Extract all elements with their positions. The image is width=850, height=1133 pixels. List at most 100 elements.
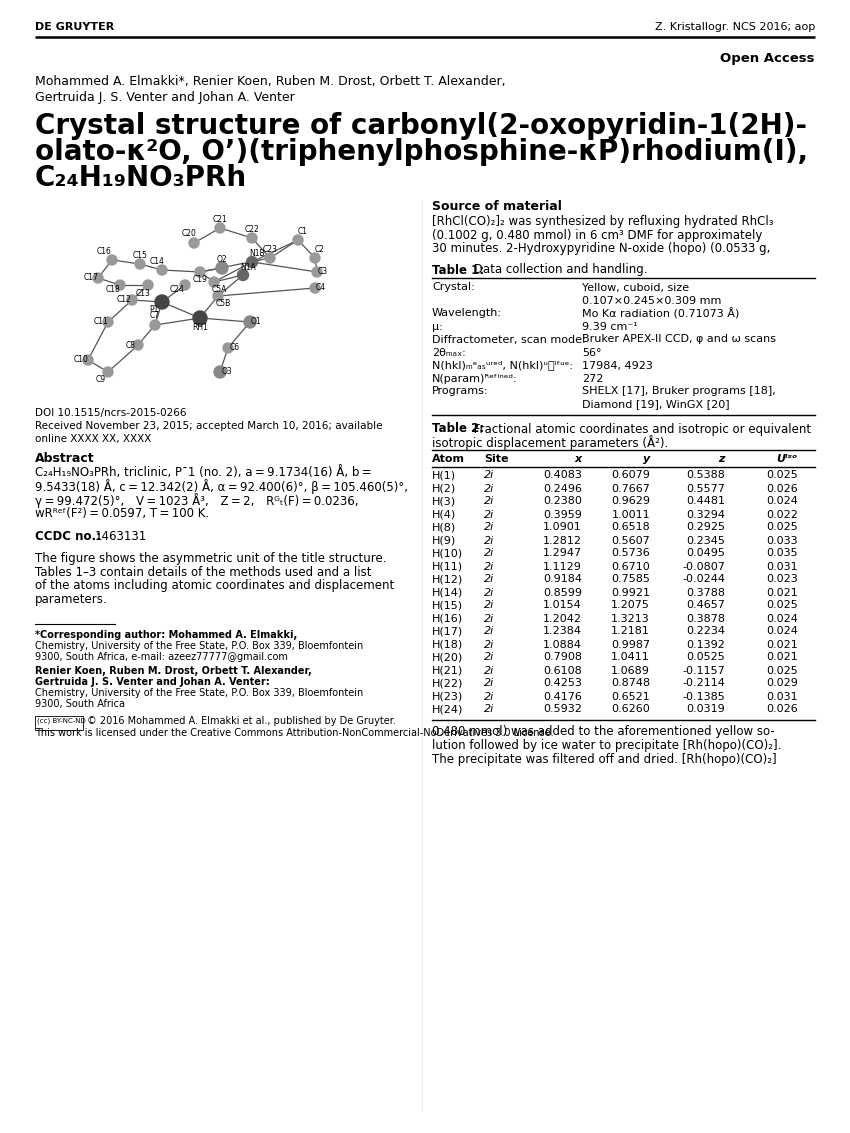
Text: Gertruida J. S. Venter and Johan A. Venter: Gertruida J. S. Venter and Johan A. Vent… xyxy=(35,91,295,104)
Text: Source of material: Source of material xyxy=(432,201,562,213)
Text: 0.3878: 0.3878 xyxy=(686,613,725,623)
Text: Programs:: Programs: xyxy=(432,386,489,397)
Text: 0.6079: 0.6079 xyxy=(611,470,650,480)
Text: 0.025: 0.025 xyxy=(766,522,798,533)
Circle shape xyxy=(195,267,205,276)
Text: C1: C1 xyxy=(298,228,308,237)
Text: 0.026: 0.026 xyxy=(766,484,798,494)
Text: 0.021: 0.021 xyxy=(766,639,798,649)
Text: C19: C19 xyxy=(193,275,207,284)
Text: 0.2380: 0.2380 xyxy=(543,496,582,506)
Text: 1.2075: 1.2075 xyxy=(611,600,650,611)
Text: Abstract: Abstract xyxy=(35,452,94,465)
Text: Yellow, cuboid, size: Yellow, cuboid, size xyxy=(582,282,689,292)
Text: The precipitate was filtered off and dried. [Rh(hopo)(CO)₂]: The precipitate was filtered off and dri… xyxy=(432,752,777,766)
Text: C23: C23 xyxy=(263,245,277,254)
Text: 0.9987: 0.9987 xyxy=(611,639,650,649)
Circle shape xyxy=(216,262,228,274)
Text: RH1: RH1 xyxy=(192,323,208,332)
Text: C24: C24 xyxy=(169,286,184,295)
Text: N(hkl)ₘᵉₐₛᵘʳᵉᵈ, N(hkl)ᵘ₏ᴵᶠᵘᵉ:: N(hkl)ₘᵉₐₛᵘʳᵉᵈ, N(hkl)ᵘ₏ᴵᶠᵘᵉ: xyxy=(432,360,573,370)
Text: Gertruida J. S. Venter and Johan A. Venter:: Gertruida J. S. Venter and Johan A. Vent… xyxy=(35,678,269,687)
Text: 0.4083: 0.4083 xyxy=(543,470,582,480)
Text: 0.2925: 0.2925 xyxy=(686,522,725,533)
Text: C10: C10 xyxy=(74,356,88,365)
Circle shape xyxy=(150,320,160,330)
Circle shape xyxy=(103,367,113,377)
Text: C3: C3 xyxy=(318,267,328,276)
Text: O2: O2 xyxy=(217,255,227,264)
Text: 2i: 2i xyxy=(484,600,494,611)
Circle shape xyxy=(107,255,117,265)
Text: 0.021: 0.021 xyxy=(766,588,798,597)
Text: wRᴿᵉᶠ(F²) = 0.0597, T = 100 K.: wRᴿᵉᶠ(F²) = 0.0597, T = 100 K. xyxy=(35,506,209,520)
Text: γ = 99.472(5)°, V = 1023 Å³, Z = 2, Rᴳₜ(F) = 0.0236,: γ = 99.472(5)°, V = 1023 Å³, Z = 2, Rᴳₜ(… xyxy=(35,493,359,508)
Text: 0.8748: 0.8748 xyxy=(611,679,650,689)
Text: C₂₄H₁₉NO₃PRh: C₂₄H₁₉NO₃PRh xyxy=(35,164,247,191)
Text: 2i: 2i xyxy=(484,639,494,649)
Circle shape xyxy=(135,259,145,269)
Text: 2i: 2i xyxy=(484,705,494,715)
Circle shape xyxy=(215,223,225,233)
Text: 0.029: 0.029 xyxy=(766,679,798,689)
Text: C20: C20 xyxy=(182,230,196,239)
Text: 2i: 2i xyxy=(484,588,494,597)
Text: μ:: μ: xyxy=(432,322,443,332)
Text: H(16): H(16) xyxy=(432,613,463,623)
Circle shape xyxy=(214,366,226,378)
Text: 2i: 2i xyxy=(484,653,494,663)
Text: 0.3959: 0.3959 xyxy=(543,510,582,520)
Text: P1: P1 xyxy=(150,306,159,315)
Text: 0.025: 0.025 xyxy=(766,470,798,480)
Text: H(23): H(23) xyxy=(432,691,463,701)
Circle shape xyxy=(265,253,275,263)
Text: Renier Koen, Ruben M. Drost, Orbett T. Alexander,: Renier Koen, Ruben M. Drost, Orbett T. A… xyxy=(35,666,312,676)
Text: 0.6518: 0.6518 xyxy=(611,522,650,533)
Text: 1.0154: 1.0154 xyxy=(543,600,582,611)
Text: 2i: 2i xyxy=(484,679,494,689)
Text: 2θₘₐₓ:: 2θₘₐₓ: xyxy=(432,348,466,358)
Circle shape xyxy=(223,343,233,353)
Text: H(21): H(21) xyxy=(432,665,463,675)
Text: 0.4253: 0.4253 xyxy=(543,679,582,689)
Text: 0.3788: 0.3788 xyxy=(686,588,725,597)
Text: H(24): H(24) xyxy=(432,705,463,715)
Text: C14: C14 xyxy=(150,256,164,265)
Text: C₂₄H₁₉NO₃PRh, triclinic, P¯1 (no. 2), a = 9.1734(16) Å, b =: C₂₄H₁₉NO₃PRh, triclinic, P¯1 (no. 2), a … xyxy=(35,466,371,479)
Circle shape xyxy=(155,295,169,309)
Text: 0.7585: 0.7585 xyxy=(611,574,650,585)
Text: 1.0411: 1.0411 xyxy=(611,653,650,663)
Circle shape xyxy=(133,340,143,350)
Text: 0.035: 0.035 xyxy=(767,548,798,559)
Text: 0.025: 0.025 xyxy=(766,665,798,675)
Text: C16: C16 xyxy=(97,247,111,256)
Text: 0.2234: 0.2234 xyxy=(686,627,725,637)
Text: 0.5577: 0.5577 xyxy=(686,484,725,494)
Text: 0.5607: 0.5607 xyxy=(611,536,650,545)
Text: -0.1157: -0.1157 xyxy=(683,665,725,675)
Text: 0.0495: 0.0495 xyxy=(686,548,725,559)
Text: N(param)ᴿᵉᶠᴵⁿᵉᵈ:: N(param)ᴿᵉᶠᴵⁿᵉᵈ: xyxy=(432,374,518,383)
Text: C5A: C5A xyxy=(212,286,227,295)
Text: 2i: 2i xyxy=(484,536,494,545)
Text: 2i: 2i xyxy=(484,522,494,533)
FancyBboxPatch shape xyxy=(35,716,83,730)
Text: 2i: 2i xyxy=(484,484,494,494)
Text: 0.7667: 0.7667 xyxy=(611,484,650,494)
Text: DOI 10.1515/ncrs-2015-0266: DOI 10.1515/ncrs-2015-0266 xyxy=(35,408,186,418)
Text: 2i: 2i xyxy=(484,548,494,559)
Text: 1.2384: 1.2384 xyxy=(543,627,582,637)
Text: Chemistry, University of the Free State, P.O. Box 339, Bloemfontein: Chemistry, University of the Free State,… xyxy=(35,641,363,651)
Text: 2i: 2i xyxy=(484,665,494,675)
Circle shape xyxy=(293,235,303,245)
Text: CCDC no.:: CCDC no.: xyxy=(35,530,101,543)
Text: 0.7908: 0.7908 xyxy=(543,653,582,663)
Text: 0.5388: 0.5388 xyxy=(686,470,725,480)
Circle shape xyxy=(83,355,93,365)
Text: Tables 1–3 contain details of the methods used and a list: Tables 1–3 contain details of the method… xyxy=(35,565,371,579)
Text: 1.0689: 1.0689 xyxy=(611,665,650,675)
Circle shape xyxy=(115,280,125,290)
Text: 0.5932: 0.5932 xyxy=(543,705,582,715)
Circle shape xyxy=(237,270,248,281)
Text: 30 minutes. 2-Hydroxypyridine N-oxide (hopo) (0.0533 g,: 30 minutes. 2-Hydroxypyridine N-oxide (h… xyxy=(432,242,770,255)
